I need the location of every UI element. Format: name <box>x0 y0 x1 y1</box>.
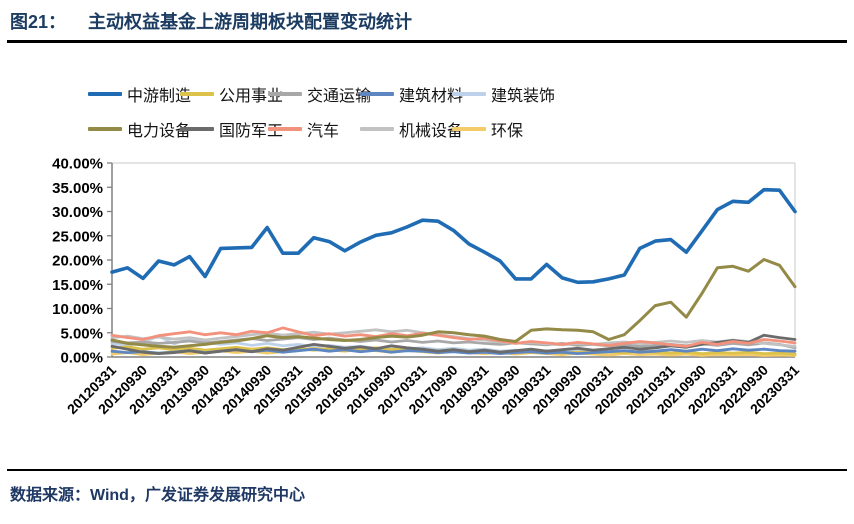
legend-label: 机械设备 <box>399 122 464 140</box>
series-line-汽车 <box>110 326 797 348</box>
y-axis-label: 30.00% <box>52 204 103 221</box>
legend-swatch-icon <box>452 91 486 96</box>
title-divider <box>7 40 847 43</box>
legend-swatch-icon <box>180 126 214 131</box>
y-axis-label: 10.00% <box>52 301 103 318</box>
legend-swatch-icon <box>452 126 486 131</box>
series-line-电力设备 <box>110 258 797 349</box>
legend-item-公用事业: 公用事业 <box>180 76 283 111</box>
series-line-中游制造 <box>110 187 797 285</box>
legend-label: 中游制造 <box>127 87 192 105</box>
legend-row: 电力设备 国防军工 汽车 机械设备 环保 <box>0 111 854 146</box>
legend-swatch-icon <box>268 91 302 96</box>
line-chart-svg: 0.00% 5.00% 10.00% 15.00% 20.00% 25.00% 30.00%… <box>52 156 802 418</box>
y-axis-label: 20.00% <box>52 253 103 270</box>
legend-swatch-icon <box>268 126 302 131</box>
figure-title: 图21： 主动权益基金上游周期板块配置变动统计 <box>10 8 412 34</box>
legend-label: 国防军工 <box>219 122 284 140</box>
y-axis-label: 35.00% <box>52 180 103 197</box>
legend-item-建筑材料: 建筑材料 <box>360 76 463 111</box>
legend-item-交通运输: 交通运输 <box>268 76 371 111</box>
legend-label: 建筑材料 <box>399 87 464 105</box>
legend-label: 建筑装饰 <box>491 87 556 105</box>
legend-swatch-icon <box>360 91 394 96</box>
data-source: 数据来源：Wind，广发证券发展研究中心 <box>10 487 305 504</box>
y-axis-label: 40.00% <box>52 156 103 173</box>
legend-item-建筑装饰: 建筑装饰 <box>452 76 555 111</box>
legend-label: 环保 <box>491 122 524 140</box>
y-axis-label: 15.00% <box>52 277 103 294</box>
legend-item-国防军工: 国防军工 <box>180 111 283 146</box>
y-axis-label: 5.00% <box>60 325 103 342</box>
legend-item-中游制造: 中游制造 <box>88 76 191 111</box>
legend-label: 电力设备 <box>127 122 192 140</box>
legend-label: 汽车 <box>307 122 340 140</box>
figure-title-text: 主动权益基金上游周期板块配置变动统计 <box>88 12 413 32</box>
line-chart: 0.00% 5.00% 10.00% 15.00% 20.00% 25.00% 30.00%… <box>0 146 854 458</box>
footer-divider <box>7 469 847 471</box>
legend-item-机械设备: 机械设备 <box>360 111 463 146</box>
legend-item-电力设备: 电力设备 <box>88 111 191 146</box>
legend-swatch-icon <box>360 126 394 131</box>
legend-swatch-icon <box>88 91 122 96</box>
y-axis-label: 25.00% <box>52 228 103 245</box>
legend-swatch-icon <box>88 126 122 131</box>
legend-label: 公用事业 <box>219 87 284 105</box>
legend-label: 交通运输 <box>307 87 372 105</box>
figure-number: 图21： <box>10 12 67 32</box>
legend-item-汽车: 汽车 <box>268 111 339 146</box>
legend-row: 中游制造 公用事业 交通运输 建筑材料 建筑装饰 <box>0 76 854 111</box>
legend-item-环保: 环保 <box>452 111 523 146</box>
y-axis-label: 0.00% <box>60 350 103 367</box>
legend-swatch-icon <box>180 91 214 96</box>
chart-legend: 中游制造 公用事业 交通运输 建筑材料 建筑装饰电力设备 国防军工 汽车 机械设备 环保 <box>0 76 854 146</box>
